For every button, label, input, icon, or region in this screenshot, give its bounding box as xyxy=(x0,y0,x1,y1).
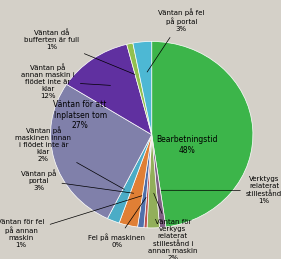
Wedge shape xyxy=(67,44,152,135)
Wedge shape xyxy=(152,135,166,228)
Text: Väntan på
annan maskin i
flödet inte är
klar
12%: Väntan på annan maskin i flödet inte är … xyxy=(21,64,110,99)
Wedge shape xyxy=(133,41,152,135)
Text: Väntan på fel
på portal
3%: Väntan på fel på portal 3% xyxy=(147,9,205,72)
Wedge shape xyxy=(147,135,160,228)
Wedge shape xyxy=(127,43,152,135)
Text: Väntan för fel
på annan
maskin
1%: Väntan för fel på annan maskin 1% xyxy=(0,196,142,248)
Wedge shape xyxy=(152,41,253,227)
Text: Väntan på
portal
3%: Väntan på portal 3% xyxy=(21,169,134,193)
Text: Verktygs
relaterat
stillestånd
1%: Verktygs relaterat stillestånd 1% xyxy=(161,176,281,204)
Text: Bearbetningstid
48%: Bearbetningstid 48% xyxy=(156,135,217,155)
Text: Väntan på
maskinen innan
i flödet inte är
klar
2%: Väntan på maskinen innan i flödet inte ä… xyxy=(15,126,124,189)
Wedge shape xyxy=(138,135,152,228)
Wedge shape xyxy=(119,135,152,227)
Wedge shape xyxy=(144,135,152,228)
Text: Väntan då
bufferten är full
1%: Väntan då bufferten är full 1% xyxy=(24,30,135,74)
Text: Fel på maskinen
0%: Fel på maskinen 0% xyxy=(88,197,146,248)
Text: Väntan för
verkygs
relaterat
stillestånd i
annan maskin
2%: Väntan för verkygs relaterat stillestånd… xyxy=(148,193,198,259)
Text: Väntan för att
Inplatsen tom
27%: Väntan för att Inplatsen tom 27% xyxy=(53,100,107,130)
Wedge shape xyxy=(107,135,152,223)
Wedge shape xyxy=(51,84,152,219)
